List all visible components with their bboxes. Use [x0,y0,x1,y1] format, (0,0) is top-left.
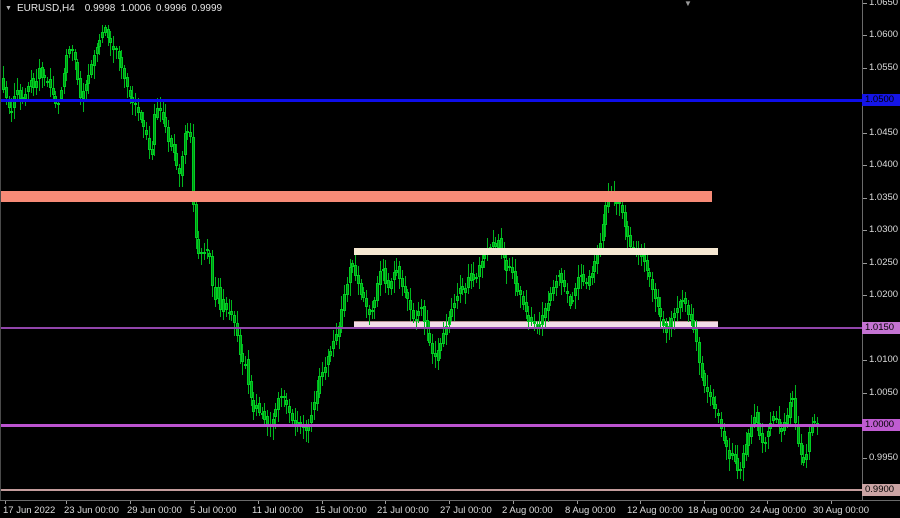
parity-line-1.0000[interactable] [1,423,862,427]
price-tick-label: 1.0300 [869,224,899,235]
symbol-dropdown-icon: ▼ [5,5,12,12]
price-tick-label: 1.0050 [869,386,899,398]
time-tick [767,501,768,504]
time-tick-label: 15 Jul 00:00 [315,505,367,516]
price-tick-label: 1.0100 [869,354,899,365]
supply-zone-mid[interactable] [354,248,718,255]
price-axis-separator [862,0,863,500]
quote-close: 0.9999 [191,3,223,14]
time-tick [449,501,450,504]
price-tick-label: 1.0650 [869,0,899,8]
time-tick [385,501,386,504]
time-tick-label: 27 Jul 00:00 [440,505,492,516]
resistance-line-1.0500[interactable] [1,98,862,102]
time-axis[interactable]: 17 Jun 2022 23 Jun 00:00 29 Jun 00:00 5 Jul… [0,501,900,518]
time-tick-label: 5 Jul 00:00 [190,505,237,516]
resistance-line-1.0500-price-badge: 1.0500 [862,94,900,106]
time-tick-label: 29 Jun 00:00 [127,505,182,516]
price-tick [863,197,867,199]
time-tick [130,501,131,504]
chart-plot-area[interactable]: ▼ EURUSD,H4 0.9998 1.0006 0.9996 0.9999 ▼ [0,0,862,500]
time-tick [322,501,323,504]
price-axis[interactable]: 1.0500 1.0150 1.0000 0.9900 1.0650 1.0600 1.05… [862,0,900,500]
price-tick-label: 1.0450 [869,126,899,138]
time-tick-label: 21 Jul 00:00 [377,505,429,516]
time-tick-label: 2 Aug 00:00 [502,505,553,516]
autoscroll-marker-icon: ▼ [684,0,692,8]
time-tick [66,501,67,504]
time-tick [258,501,259,504]
support-line-0.9900-price-badge: 0.9900 [862,484,900,496]
price-tick [863,165,867,166]
price-tick-label: 1.0400 [869,159,899,170]
price-tick [863,295,867,296]
price-tick [863,457,867,459]
quote-low: 0.9996 [155,3,187,14]
time-tick-label: 11 Jul 00:00 [252,505,304,516]
time-tick [640,501,641,504]
price-tick [863,132,867,134]
price-tick [863,230,867,231]
support-line-0.9900[interactable] [1,489,862,491]
time-tick-label: 17 Jun 2022 [3,505,56,516]
time-tick-label: 18 Aug 00:00 [688,505,744,516]
level-line-1.0150[interactable] [1,326,862,329]
time-tick [831,501,832,504]
price-tick-label: 1.0250 [869,256,899,268]
price-tick [863,67,867,69]
time-tick [513,501,514,504]
time-axis-separator [0,500,900,501]
price-tick-label: 1.0350 [869,191,899,203]
quote-high: 1.0006 [120,3,151,14]
price-tick [863,392,867,394]
time-tick-label: 30 Aug 00:00 [813,505,869,516]
time-tick-label: 12 Aug 00:00 [627,505,683,516]
time-tick-label: 23 Jun 00:00 [64,505,119,516]
supply-zone-upper[interactable] [1,191,712,203]
price-tick-label: 0.9950 [869,451,899,463]
time-tick [5,501,6,504]
parity-line-1.0000-price-badge: 1.0000 [862,419,900,431]
level-line-1.0150-price-badge: 1.0150 [862,321,900,334]
price-tick-label: 1.0200 [869,289,899,300]
price-tick-label: 1.0600 [869,29,899,40]
price-tick [863,262,867,264]
time-tick [704,501,705,504]
time-tick [577,501,578,504]
price-tick-label: 1.0550 [869,61,899,73]
price-tick [863,35,867,36]
time-tick-label: 8 Aug 00:00 [565,505,616,516]
price-tick [863,360,867,361]
price-tick [863,2,867,4]
symbol-period-label: EURUSD,H4 [16,3,75,14]
time-tick [194,501,195,504]
quote-open: 0.9998 [84,3,116,14]
time-tick-label: 24 Aug 00:00 [750,505,806,516]
chart-title: ▼ EURUSD,H4 0.9998 1.0006 0.9996 0.9999 [5,3,227,14]
